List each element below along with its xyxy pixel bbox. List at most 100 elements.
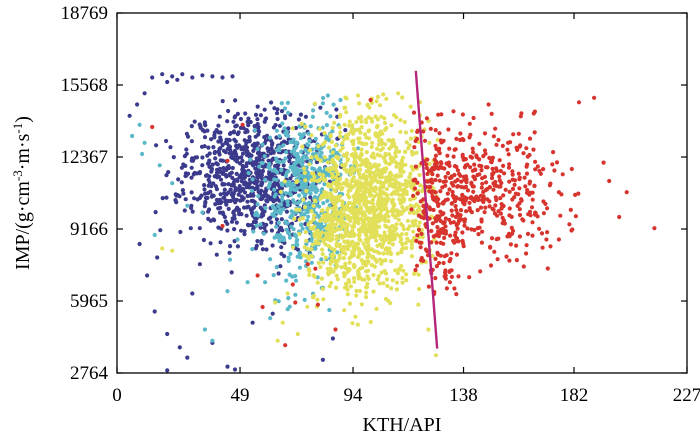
data-point [554,160,560,165]
data-point [340,141,345,146]
data-point [490,171,495,176]
data-point [359,119,364,124]
data-point [365,274,370,279]
data-point [353,314,358,319]
data-point [254,170,259,175]
data-point [229,219,235,224]
data-point [350,123,355,128]
data-point [532,183,537,188]
data-point [305,218,310,223]
data-point [491,207,496,212]
data-point [302,193,307,198]
data-point [242,229,247,234]
data-point [262,135,267,140]
data-point [529,205,535,210]
data-point [400,205,405,210]
data-point [364,195,369,200]
data-point [533,167,538,172]
data-point [275,116,280,122]
data-point [321,213,326,218]
data-point [421,258,426,263]
data-point [164,138,169,144]
data-point [446,127,451,132]
data-point [307,138,312,143]
data-point [302,166,307,171]
data-point [530,220,535,225]
data-point [247,138,252,143]
data-point [218,130,223,135]
data-point [256,127,261,133]
data-point [155,255,160,260]
data-point [285,202,290,207]
data-point [318,158,323,163]
data-point [312,178,317,183]
data-point [458,173,463,178]
data-point [319,230,324,235]
data-point [335,212,340,217]
data-point [493,179,498,185]
data-point [317,166,322,171]
data-point [205,153,210,158]
data-point [303,114,308,119]
data-point [416,227,422,232]
data-point [394,222,399,227]
series-2 [160,91,441,358]
data-point [354,211,359,216]
data-point [538,171,544,176]
data-point [309,183,314,188]
data-point [168,145,173,150]
data-point [343,227,348,232]
data-point [150,75,155,80]
data-point [347,206,352,211]
data-point [335,226,340,232]
data-point [524,146,529,151]
data-point [313,151,319,156]
data-point [220,223,225,229]
data-point [261,231,266,236]
data-point [334,183,339,188]
data-point [328,261,333,266]
data-point [221,191,227,196]
data-point [313,189,318,195]
data-point [251,163,256,168]
data-point [361,241,366,246]
data-point [523,184,528,189]
data-point [253,246,258,251]
data-point [376,219,381,224]
data-point [445,191,450,196]
data-point [235,244,240,249]
data-point [127,113,132,118]
data-point [378,188,383,193]
data-point [525,188,530,193]
data-point [220,99,225,104]
data-point [339,265,344,270]
data-point [280,197,285,203]
data-point [334,285,339,290]
data-point [235,237,240,242]
data-point [482,196,487,201]
data-point [279,251,284,256]
data-point [282,114,288,119]
data-point [299,222,304,228]
data-point [474,155,479,160]
data-point [443,183,448,188]
data-point [467,275,472,280]
data-point [225,228,230,233]
data-point [270,243,275,248]
data-point [333,205,339,210]
data-point [311,171,316,176]
data-point [372,227,377,232]
data-point [354,119,359,125]
data-point [253,220,258,225]
data-point [217,114,222,119]
data-point [282,179,287,184]
data-point [160,72,165,77]
data-point [381,92,386,97]
data-point [418,183,423,188]
data-point [243,144,248,149]
data-point [310,114,315,119]
data-point [397,149,402,154]
data-point [302,205,308,210]
data-point [302,201,307,206]
data-point [179,165,184,170]
